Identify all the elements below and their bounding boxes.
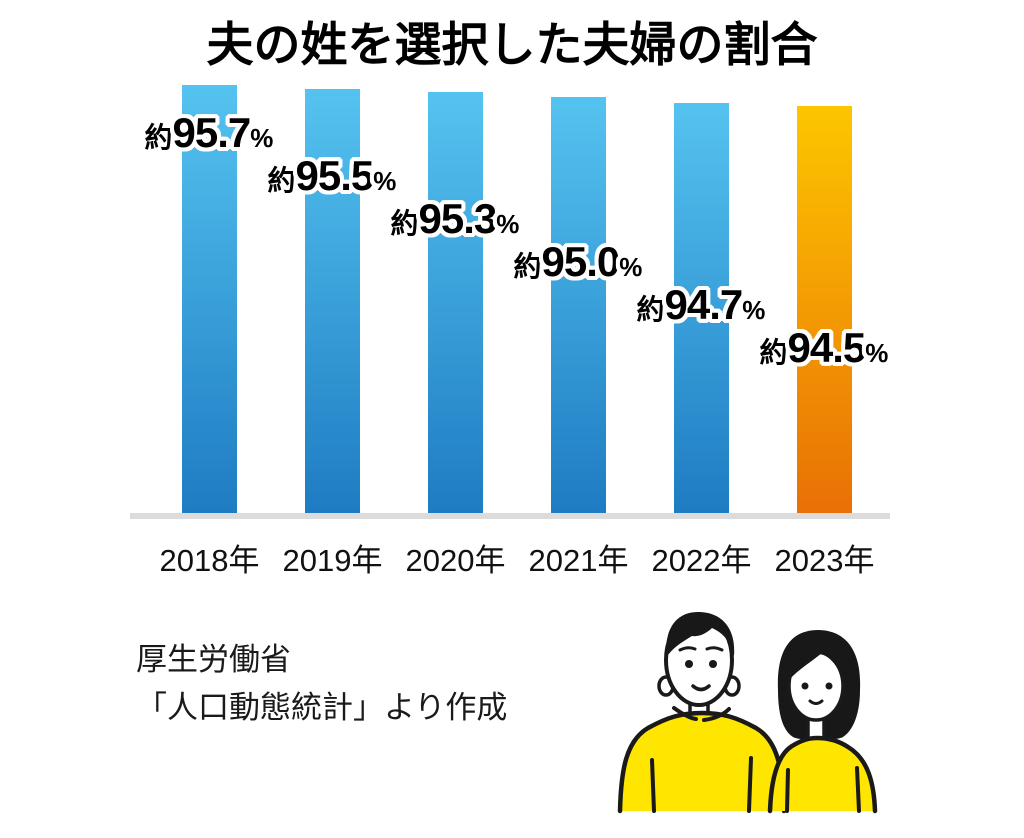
value-label-number: 95.7 [172, 109, 252, 156]
woman-eye-left [801, 682, 809, 690]
x-axis-label-2020年: 2020年 [405, 543, 506, 578]
value-label-suffix: % [619, 252, 643, 282]
value-label-prefix: 約 [513, 251, 542, 282]
value-label-2022年: 約94.7% [637, 284, 766, 326]
couple-illustration [617, 611, 878, 814]
chart-bar-2022年 [674, 102, 729, 513]
value-label-2023年: 約94.5% [760, 327, 889, 369]
value-label-prefix: 約 [144, 122, 173, 153]
woman-figure [767, 630, 878, 814]
chart-bar-2019年 [305, 88, 360, 513]
value-label-2019年: 約95.5% [268, 155, 397, 197]
chart-bar-2020年 [428, 92, 483, 513]
man-sweater [620, 713, 784, 811]
value-label-suffix: % [496, 209, 520, 239]
x-axis-label-2023年: 2023年 [774, 543, 875, 578]
man-eye-right [709, 660, 717, 668]
woman-eye-right [825, 682, 833, 690]
man-eyebrow-left [678, 646, 697, 652]
x-axis-label-2018年: 2018年 [159, 543, 260, 578]
woman-bangs [789, 642, 844, 680]
man-eyebrow-right [705, 646, 724, 652]
source-note: 厚生労働省 「人口動態統計」より作成 [136, 636, 507, 732]
value-label-2018年: 約95.7% [145, 112, 274, 154]
source-line-1: 厚生労働省 [136, 642, 291, 677]
man-collar-right [702, 707, 731, 722]
value-label-number: 95.0 [541, 238, 621, 285]
man-collar-left [672, 706, 698, 721]
value-label-number: 94.5 [787, 324, 867, 371]
value-label-number: 94.7 [664, 281, 744, 328]
value-label-suffix: % [865, 338, 889, 368]
value-label-number: 95.5 [295, 152, 375, 199]
chart-bar-2023年 [797, 106, 852, 513]
x-axis-label-2021年: 2021年 [528, 543, 629, 578]
woman-sweater [770, 738, 875, 811]
chart-bar-2018年 [182, 85, 237, 513]
value-label-2020年: 約95.3% [391, 198, 520, 240]
value-label-suffix: % [373, 166, 397, 196]
x-axis-label-2022年: 2022年 [651, 543, 752, 578]
x-axis-label-2019年: 2019年 [282, 543, 383, 578]
value-label-prefix: 約 [267, 165, 296, 196]
woman-sweater-outline [767, 735, 878, 814]
man-figure [617, 611, 787, 814]
woman-arm-seam-left [785, 768, 790, 813]
man-sweater-outline [617, 710, 787, 814]
man-eye-left [685, 660, 693, 668]
value-label-prefix: 約 [636, 294, 665, 325]
woman-mouth [808, 699, 824, 705]
man-arm-seam-left [650, 758, 656, 813]
man-mouth [691, 684, 711, 692]
man-hair [665, 611, 735, 658]
value-label-suffix: % [742, 295, 766, 325]
chart-bar-2021年 [551, 97, 606, 513]
woman-arm-seam-right [855, 766, 861, 813]
value-label-prefix: 約 [390, 208, 419, 239]
value-label-2021年: 約95.0% [514, 241, 643, 283]
x-axis-baseline [130, 513, 890, 519]
value-label-number: 95.3 [418, 195, 498, 242]
source-line-2: 「人口動態統計」より作成 [136, 690, 508, 725]
man-arm-seam-right [747, 756, 753, 813]
value-label-suffix: % [250, 123, 274, 153]
chart-title: 夫の姓を選択した夫婦の割合 [206, 18, 818, 71]
value-label-prefix: 約 [759, 337, 788, 368]
